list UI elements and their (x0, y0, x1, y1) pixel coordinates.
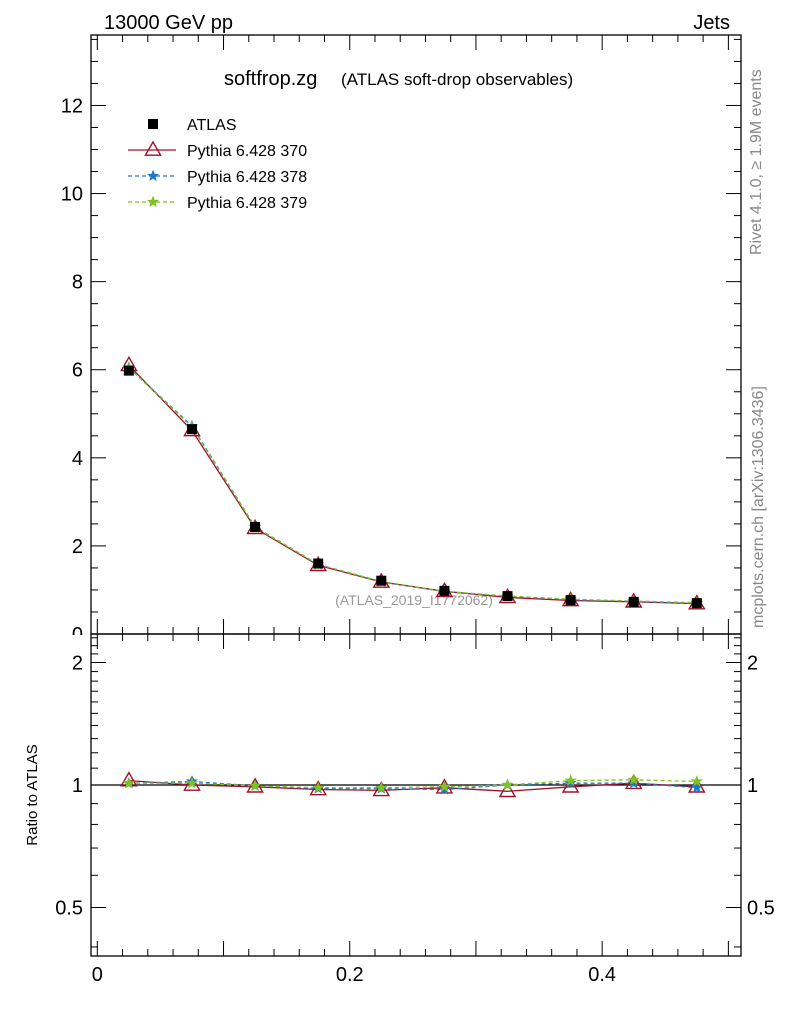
legend-label: Pythia 6.428 379 (187, 195, 307, 212)
main-panel-marks (120, 355, 706, 610)
ratio-series-line (128, 779, 697, 789)
ratio-y-tick-label: 2 (72, 653, 83, 675)
main-point (439, 585, 450, 596)
ratio-point (690, 775, 703, 787)
ratio-point (501, 778, 514, 791)
ratio-point (185, 776, 199, 789)
ratio-frame (90, 633, 742, 957)
energy-label: 13000 GeV pp (104, 12, 233, 34)
legend-label: Pythia 6.428 378 (187, 169, 307, 186)
ratio-point (438, 780, 451, 792)
ratio-panel-marks (91, 771, 741, 798)
ratio-panel-axes: 0.5 0.5 1 1 2 2 0 0.2 0.4 (55, 633, 775, 986)
legend-label: Pythia 6.428 370 (187, 143, 307, 160)
ratio-y-tick-label: 0.5 (55, 897, 83, 919)
ratio-y-tick-label: 1 (72, 775, 83, 797)
mcplots-label: mcplots.cern.ch [arXiv:1306.3436] (750, 386, 767, 628)
main-series-line (128, 367, 697, 604)
legend: ATLAS Pythia 6.428 370 Pythia 6.428 378 Pyt… (128, 117, 307, 212)
chart-subtitle: (ATLAS soft-drop observables) (341, 70, 573, 89)
ratio-point (627, 776, 640, 789)
main-y-tick-label: 6 (72, 360, 83, 382)
x-tick-label: 0.2 (336, 964, 364, 986)
ratio-point (690, 781, 703, 793)
main-point (250, 521, 261, 532)
main-point (565, 595, 576, 606)
ratio-point (564, 774, 577, 786)
main-point (376, 575, 387, 586)
main-point (123, 365, 134, 376)
main-series-line (128, 364, 697, 605)
main-y-tick-label: 12 (61, 95, 83, 117)
legend-marker (146, 169, 160, 182)
x-tick-label: 0.4 (588, 964, 616, 986)
legend-label: ATLAS (187, 117, 237, 134)
legend-marker (144, 140, 162, 156)
main-series-line (128, 367, 697, 605)
ratio-series-line (128, 780, 697, 791)
legend-marker (148, 119, 158, 129)
legend-marker (146, 195, 160, 208)
process-label: Jets (693, 12, 730, 34)
ratio-point (312, 781, 325, 793)
ratio-y-tick-label-right: 1 (747, 775, 758, 797)
main-panel-axes: 246810120 (20, 34, 742, 649)
ratio-point (122, 776, 135, 789)
ratio-point (375, 781, 388, 793)
ratio-point (498, 781, 517, 798)
main-y-tick-label: 10 (61, 184, 83, 206)
ratio-y-tick-label-right: 2 (747, 653, 758, 675)
main-point (691, 598, 702, 609)
rivet-label: Rivet 4.1.0, ≥ 1.9M events (748, 69, 765, 255)
x-tick-label: 0 (92, 964, 103, 986)
main-point (313, 558, 324, 569)
main-y-tick-label: 8 (72, 272, 83, 294)
main-y-tick-label: 4 (72, 448, 83, 470)
main-y-tick-label: 2 (72, 536, 83, 558)
ratio-point (248, 779, 262, 791)
ratio-ylabel: Ratio to ATLAS (24, 744, 41, 845)
ratio-series-line (128, 779, 697, 792)
chart-title: softfrop.zg (224, 68, 317, 90)
ratio-point (687, 777, 706, 793)
main-point (186, 424, 197, 435)
ratio-y-tick-label-right: 0.5 (747, 897, 775, 919)
zero-label-mask (20, 635, 90, 649)
main-point (628, 596, 639, 607)
analysis-watermark: (ATLAS_2019_I1772062) (335, 592, 493, 608)
ratio-point (183, 775, 201, 791)
ratio-point (627, 773, 640, 785)
ratio-point (372, 780, 391, 797)
ratio-point (561, 777, 580, 793)
main-point (502, 591, 513, 602)
